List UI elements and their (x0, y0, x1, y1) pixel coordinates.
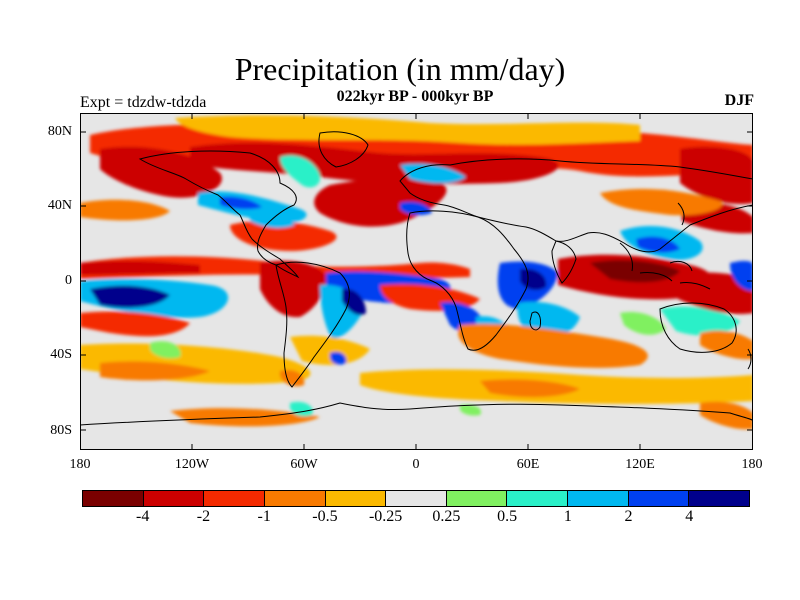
lon-label-120w: 120W (174, 457, 210, 472)
lat-label-80n: 80N (47, 124, 72, 139)
legend-tick-label: -0.5 (312, 508, 338, 525)
lat-label-40s: 40S (50, 347, 72, 362)
legend-tick-label: 1 (563, 508, 572, 525)
legend-color-box (325, 491, 387, 506)
legend-tick-label: -0.25 (368, 508, 403, 525)
legend-tick-label: -1 (257, 508, 271, 525)
legend-tick-label: 4 (685, 508, 694, 525)
lat-label-80s: 80S (50, 423, 72, 438)
legend-tick-label: -2 (196, 508, 211, 525)
legend-color-box (386, 491, 447, 506)
color-legend (82, 490, 750, 507)
experiment-label: Expt = tdzdw-tdzda (80, 94, 207, 111)
lon-label-60w: 60W (290, 457, 318, 472)
lat-label-eq: 0 (65, 273, 72, 288)
legend-color-box (264, 491, 326, 506)
legend-color-box (83, 491, 144, 506)
lon-label-60e: 60E (516, 457, 540, 472)
legend-color-box (446, 491, 508, 506)
precipitation-field (80, 115, 753, 430)
axis-ticks (80, 113, 753, 450)
legend-tick-label: 0.5 (497, 508, 518, 525)
lon-label-120e: 120E (625, 457, 655, 472)
legend-color-box (568, 491, 629, 506)
legend-color-box (628, 491, 690, 506)
legend-color-box (143, 491, 205, 506)
legend-color-box (507, 491, 569, 506)
legend-color-box (689, 491, 750, 506)
season-label: DJF (724, 92, 754, 109)
lat-label-40n: 40N (47, 198, 72, 213)
lon-label-180e: 180 (741, 457, 763, 472)
page-title: Precipitation (in mm/day) (234, 51, 566, 87)
lon-label-0: 0 (412, 457, 420, 472)
page-subtitle: 022kyr BP - 000kyr BP (336, 88, 494, 105)
precipitation-map (80, 113, 753, 450)
legend-tick-label: 0.25 (432, 508, 461, 525)
legend-tick-label: -4 (136, 508, 150, 525)
legend-tick-label: 2 (624, 508, 633, 525)
legend-color-box (204, 491, 265, 506)
coastlines (80, 131, 753, 426)
lon-label-180w: 180 (69, 457, 91, 472)
